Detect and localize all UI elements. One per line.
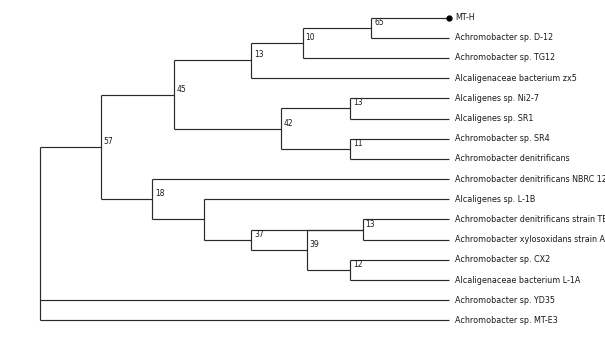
Text: Achromobacter sp. MT-E3: Achromobacter sp. MT-E3 — [455, 316, 558, 325]
Text: Alcaligenes sp. Ni2-7: Alcaligenes sp. Ni2-7 — [455, 94, 539, 103]
Text: 10: 10 — [306, 33, 315, 42]
Text: Achromobacter xylosoxidans strain ASU-018: Achromobacter xylosoxidans strain ASU-01… — [455, 235, 605, 244]
Text: Alcaligenes sp. L-1B: Alcaligenes sp. L-1B — [455, 195, 535, 204]
Text: 13: 13 — [365, 220, 375, 228]
Text: Achromobacter denitrificans strain TB: Achromobacter denitrificans strain TB — [455, 215, 605, 224]
Text: 13: 13 — [254, 50, 264, 59]
Text: Alcaligenaceae bacterium L-1A: Alcaligenaceae bacterium L-1A — [455, 275, 580, 285]
Text: Achromobacter denitrificans NBRC 12669: Achromobacter denitrificans NBRC 12669 — [455, 175, 605, 184]
Text: 11: 11 — [353, 139, 362, 148]
Text: 39: 39 — [310, 240, 319, 249]
Text: 13: 13 — [353, 98, 362, 107]
Text: Achromobacter sp. CX2: Achromobacter sp. CX2 — [455, 256, 551, 264]
Text: Alcaligenes sp. SR1: Alcaligenes sp. SR1 — [455, 114, 534, 123]
Text: 57: 57 — [103, 137, 113, 146]
Text: 37: 37 — [254, 230, 264, 239]
Text: 65: 65 — [374, 18, 384, 27]
Text: 45: 45 — [177, 84, 186, 94]
Text: Achromobacter denitrificans: Achromobacter denitrificans — [455, 154, 570, 163]
Text: Alcaligenaceae bacterium zx5: Alcaligenaceae bacterium zx5 — [455, 74, 577, 82]
Text: 42: 42 — [284, 119, 293, 127]
Text: 18: 18 — [155, 189, 165, 198]
Text: Achromobacter sp. D-12: Achromobacter sp. D-12 — [455, 33, 553, 42]
Text: Achromobacter sp. TG12: Achromobacter sp. TG12 — [455, 53, 555, 63]
Text: 12: 12 — [353, 260, 362, 269]
Text: MT-H: MT-H — [455, 13, 475, 22]
Text: Achromobacter sp. SR4: Achromobacter sp. SR4 — [455, 134, 550, 143]
Text: Achromobacter sp. YD35: Achromobacter sp. YD35 — [455, 296, 555, 305]
